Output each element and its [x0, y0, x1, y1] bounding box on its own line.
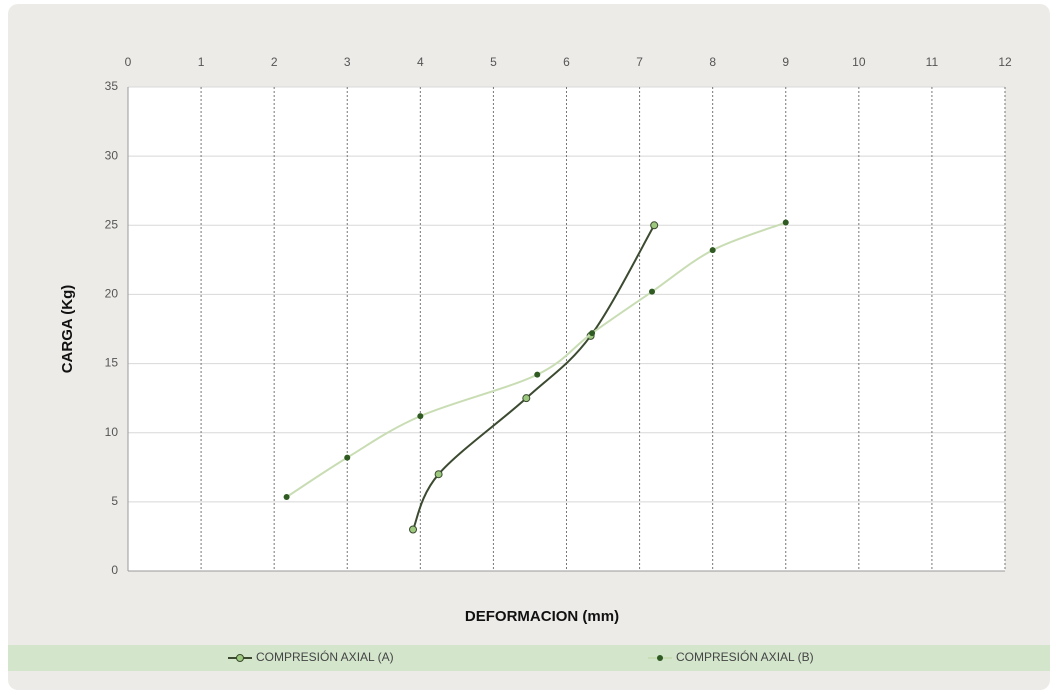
legend-marker	[657, 655, 663, 661]
legend-label: COMPRESIÓN AXIAL (B)	[676, 649, 814, 664]
y-tick-label: 10	[105, 425, 119, 439]
x-axis-title: DEFORMACION (mm)	[465, 608, 619, 625]
data-point	[782, 219, 789, 226]
x-tick-label: 6	[563, 55, 570, 69]
y-axis-title: CARGA (Kg)	[59, 285, 76, 374]
x-tick-label: 12	[998, 55, 1012, 69]
y-tick-label: 15	[105, 356, 119, 370]
y-tick-label: 25	[105, 217, 119, 231]
y-tick-label: 20	[105, 287, 119, 301]
x-tick-label: 9	[782, 55, 789, 69]
x-tick-label: 10	[852, 55, 866, 69]
legend-band	[8, 645, 1050, 671]
x-tick-label: 5	[490, 55, 497, 69]
x-tick-label: 11	[926, 55, 939, 69]
y-tick-label: 30	[105, 148, 119, 162]
data-point	[650, 221, 659, 230]
data-point	[434, 470, 443, 479]
data-point	[534, 371, 541, 378]
legend-marker	[236, 654, 244, 662]
x-tick-label: 1	[198, 55, 205, 69]
x-tick-label: 3	[344, 55, 351, 69]
data-point	[649, 288, 656, 295]
x-tick-label: 0	[125, 55, 132, 69]
data-point	[522, 394, 531, 403]
x-tick-label: 8	[709, 55, 716, 69]
y-tick-label: 35	[105, 79, 119, 93]
legend-label: COMPRESIÓN AXIAL (A)	[256, 649, 394, 664]
data-point	[417, 413, 424, 420]
y-tick-label: 0	[111, 563, 118, 577]
data-point	[283, 494, 290, 501]
x-tick-label: 4	[417, 55, 424, 69]
y-tick-label: 5	[111, 494, 118, 508]
x-tick-label: 2	[271, 55, 278, 69]
series-line	[412, 224, 656, 530]
x-tick-label: 7	[636, 55, 643, 69]
series-line	[286, 221, 787, 498]
data-point	[589, 330, 596, 337]
data-point	[709, 247, 716, 254]
data-point	[344, 454, 351, 461]
data-point	[409, 525, 418, 534]
